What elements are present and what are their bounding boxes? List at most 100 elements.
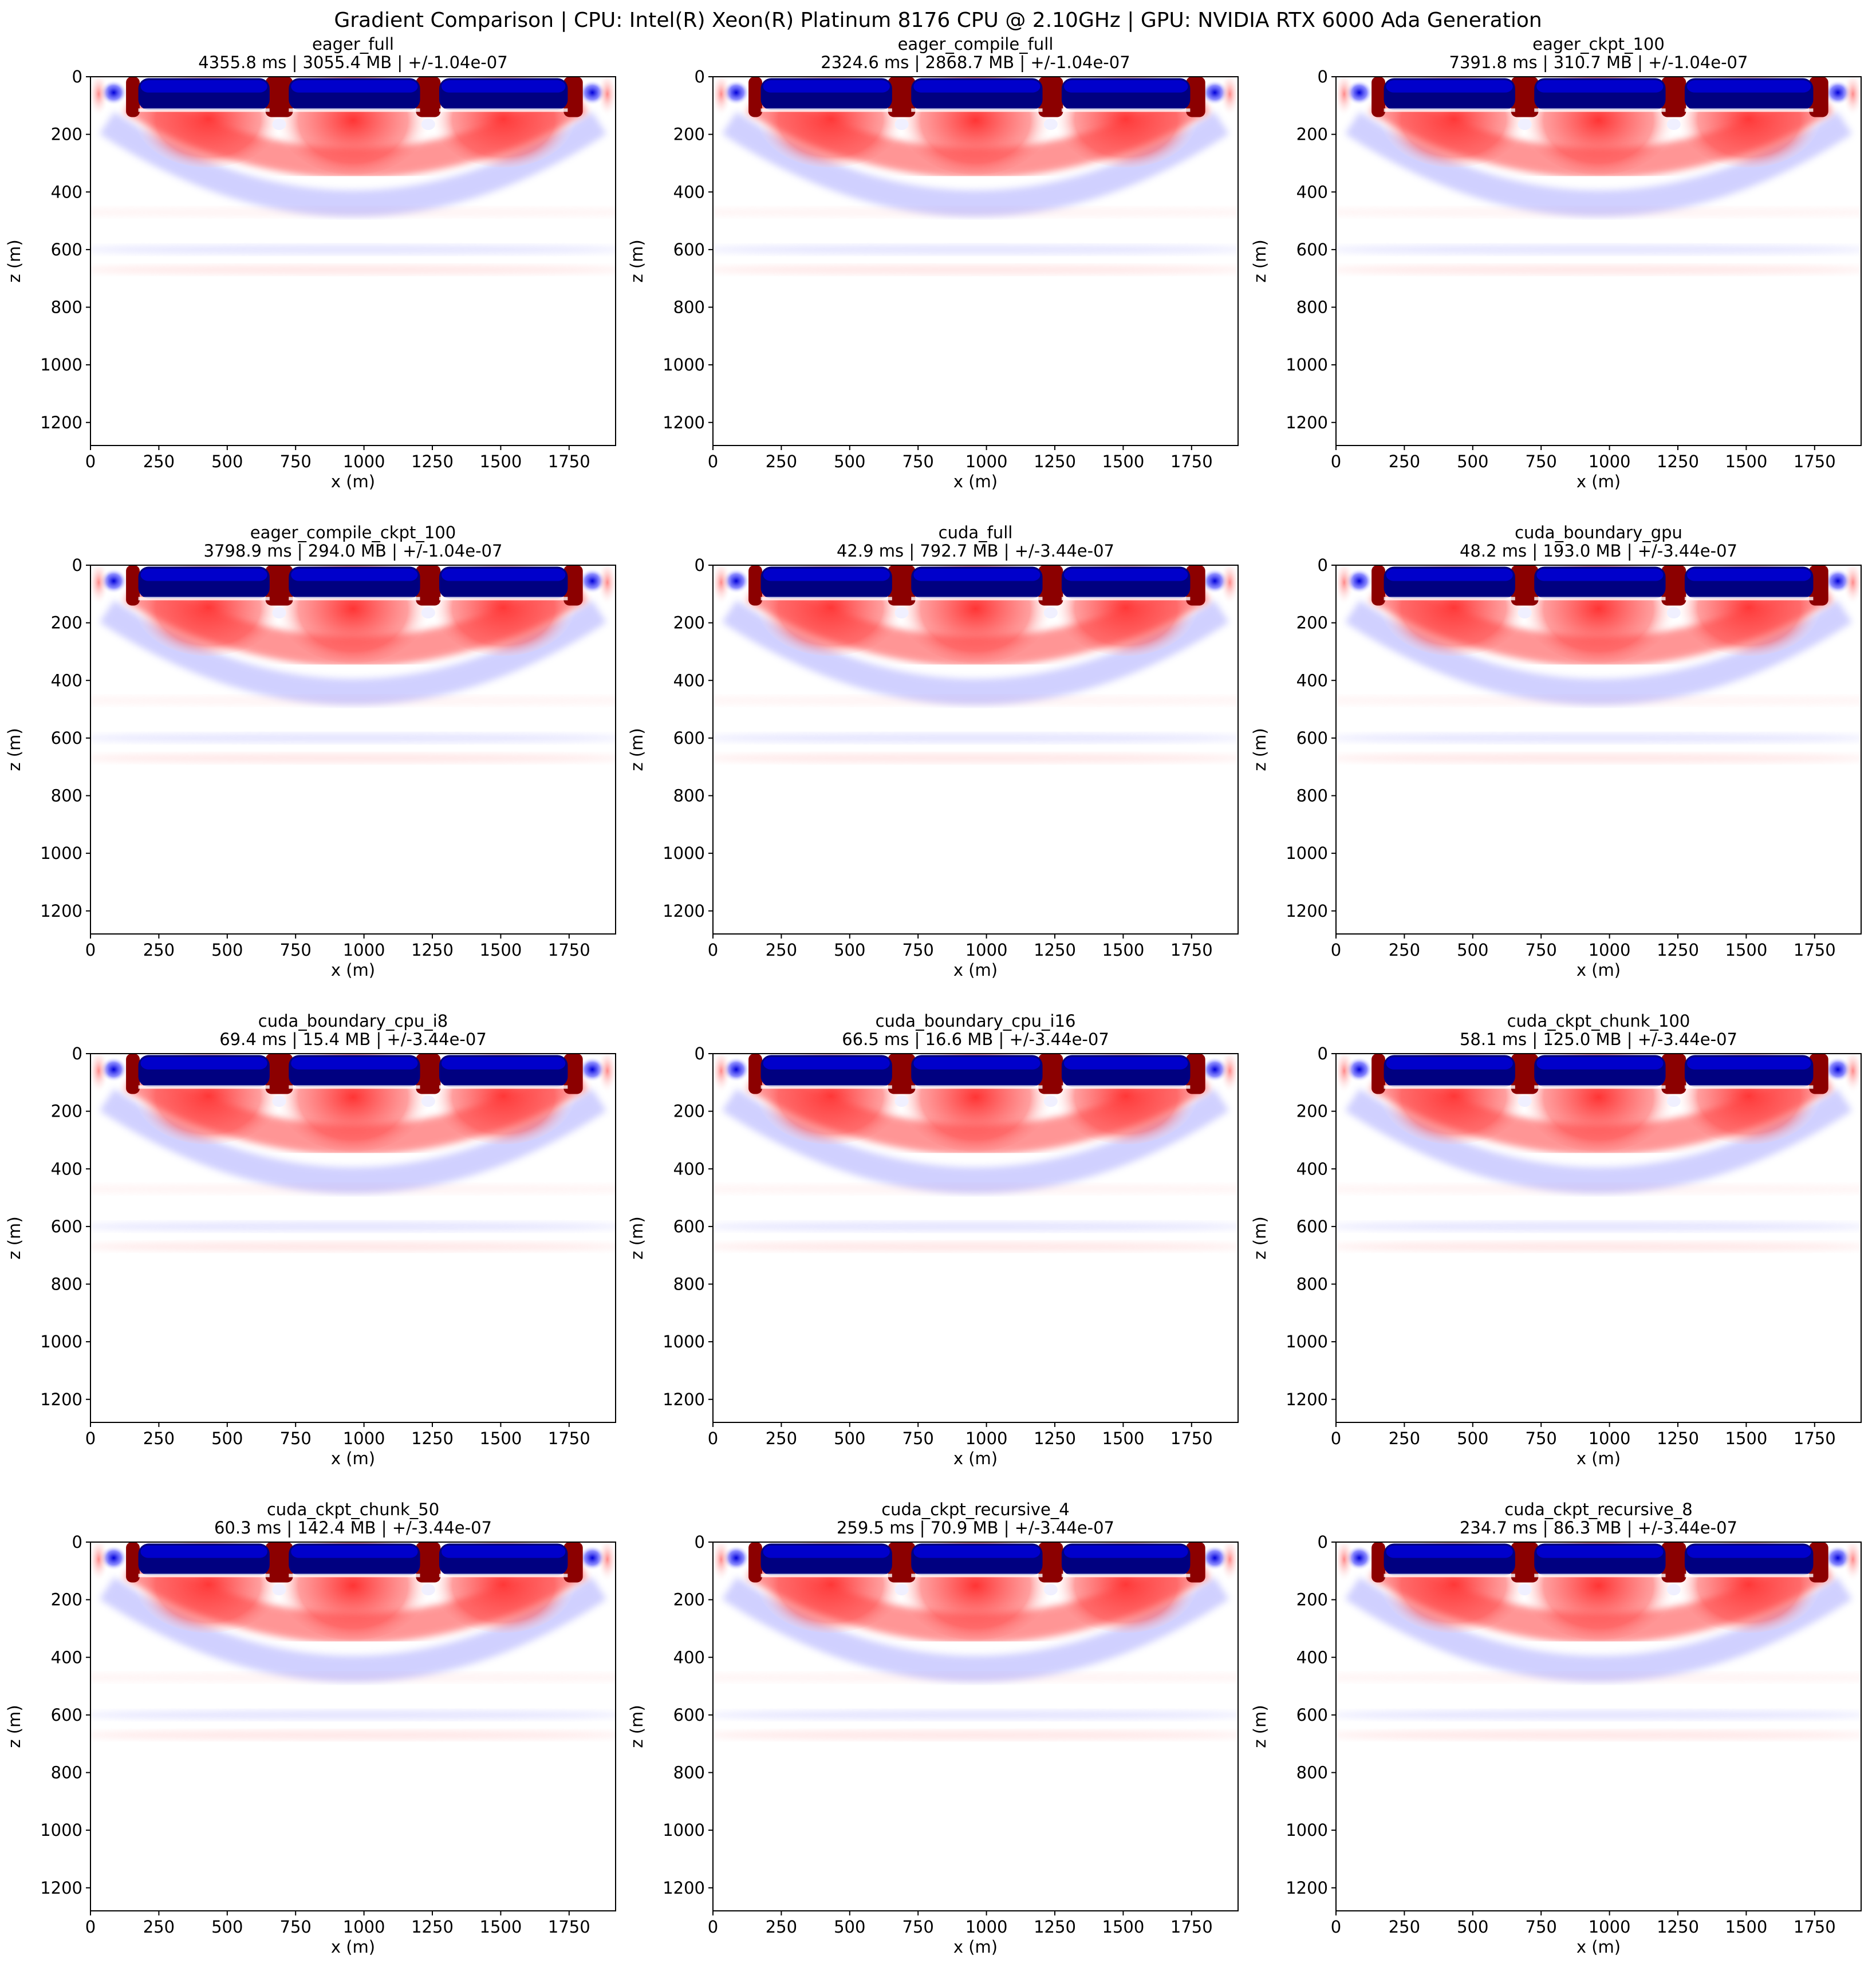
x-tick-label: 250 [1389, 1917, 1420, 1937]
x-tick-label: 1500 [480, 1917, 522, 1937]
x-tick-label: 1500 [1725, 940, 1768, 960]
x-tick-label: 250 [766, 1917, 797, 1937]
y-tick-label: 600 [51, 240, 82, 259]
y-tick-label: 800 [51, 786, 82, 806]
axes-frame [712, 1542, 1239, 1911]
x-tick-label: 1000 [965, 940, 1008, 960]
x-tick-label: 750 [902, 940, 934, 960]
y-tick-label: 1000 [1286, 1820, 1328, 1840]
x-tick-label: 1500 [480, 1429, 522, 1448]
y-tick-label: 400 [1296, 182, 1328, 202]
y-tick-label: 800 [673, 298, 705, 317]
gradient-field [90, 1054, 616, 1422]
x-tick-label: 1000 [1589, 940, 1631, 960]
gradient-field [1336, 77, 1861, 446]
panel-subtitle: 4355.8 ms | 3055.4 MB | +/-1.04e-07 [198, 53, 508, 72]
gradient-field [1336, 1054, 1861, 1422]
x-axis-label: x (m) [1576, 1937, 1621, 1957]
y-tick-label: 0 [1318, 1044, 1328, 1063]
x-tick-label: 1500 [1725, 452, 1768, 471]
x-tick-label: 750 [1526, 1917, 1557, 1937]
y-tick-label: 0 [695, 1044, 705, 1063]
x-axis-label: x (m) [953, 960, 998, 980]
x-tick-label: 1750 [1170, 1429, 1213, 1448]
y-tick-label: 400 [1296, 671, 1328, 690]
y-tick-label: 1200 [40, 1878, 82, 1898]
x-tick-label: 1250 [411, 452, 454, 471]
y-tick-label: 1200 [1286, 1390, 1328, 1409]
x-tick-label: 500 [211, 452, 243, 471]
x-tick-label: 250 [766, 452, 797, 471]
heatmap-panel: 0 250 500 750 1000 1250 1500 1750 0 200 400 600 800 1… [663, 555, 1239, 960]
y-tick-label: 0 [1318, 555, 1328, 575]
x-axis-label: x (m) [330, 960, 376, 980]
x-tick-label: 1000 [343, 940, 385, 960]
x-tick-label: 0 [1331, 452, 1341, 471]
y-tick-label: 800 [1296, 786, 1328, 806]
heatmap-panel: 0 250 500 750 1000 1250 1500 1750 0 200 400 600 800 1… [1286, 67, 1862, 471]
axes-frame [1335, 76, 1862, 446]
y-tick-label: 600 [1296, 728, 1328, 748]
x-axis-label: x (m) [1576, 960, 1621, 980]
panel-subtitle: 234.7 ms | 86.3 MB | +/-3.44e-07 [1459, 1518, 1738, 1538]
panel-title: cuda_ckpt_chunk_50 [266, 1500, 440, 1519]
y-tick-label: 600 [51, 728, 82, 748]
axes-frame [712, 76, 1239, 446]
y-tick-label: 600 [1296, 1217, 1328, 1236]
y-tick-label: 600 [673, 240, 705, 259]
y-axis-label: z (m) [627, 1216, 647, 1260]
panel-title: eager_ckpt_100 [1532, 34, 1665, 54]
x-tick-label: 1250 [1657, 452, 1699, 471]
panel-title: cuda_boundary_cpu_i8 [258, 1011, 448, 1031]
panel-subtitle: 2324.6 ms | 2868.7 MB | +/-1.04e-07 [821, 53, 1130, 72]
y-tick-label: 800 [51, 1275, 82, 1294]
x-tick-label: 1250 [1657, 940, 1699, 960]
y-axis-label: z (m) [1250, 239, 1270, 283]
panel-subtitle: 42.9 ms | 792.7 MB | +/-3.44e-07 [836, 541, 1115, 561]
x-tick-label: 1750 [1170, 940, 1213, 960]
y-tick-label: 0 [72, 1044, 82, 1063]
x-tick-label: 1500 [1102, 940, 1145, 960]
x-tick-label: 1750 [548, 1429, 590, 1448]
x-tick-label: 250 [143, 452, 175, 471]
y-axis-label: z (m) [5, 728, 24, 771]
gradient-field [90, 565, 616, 934]
x-tick-label: 1250 [1034, 1917, 1076, 1937]
y-tick-label: 200 [673, 1590, 705, 1610]
x-tick-label: 1750 [1794, 940, 1836, 960]
y-tick-label: 0 [1318, 1532, 1328, 1552]
x-axis-label: x (m) [330, 1937, 376, 1957]
axes-frame [90, 1542, 616, 1911]
panel-title: eager_compile_full [897, 34, 1054, 54]
x-tick-label: 1500 [480, 940, 522, 960]
x-tick-label: 1750 [1794, 452, 1836, 471]
y-tick-label: 200 [673, 1102, 705, 1121]
x-tick-label: 250 [1389, 452, 1420, 471]
gradient-field [713, 1542, 1238, 1911]
x-axis-label: x (m) [953, 1449, 998, 1468]
y-tick-label: 200 [1296, 613, 1328, 633]
axes-frame [1335, 1053, 1862, 1423]
x-tick-label: 500 [1457, 940, 1488, 960]
x-tick-label: 750 [902, 1917, 934, 1937]
x-tick-label: 0 [1331, 940, 1341, 960]
axes-frame [712, 1053, 1239, 1423]
y-tick-label: 1200 [1286, 1878, 1328, 1898]
heatmap-panel: 0 250 500 750 1000 1250 1500 1750 0 200 400 600 800 1… [40, 1044, 616, 1448]
x-tick-label: 750 [280, 1917, 312, 1937]
x-tick-label: 250 [143, 1429, 175, 1448]
gradient-field [1336, 565, 1861, 934]
y-tick-label: 200 [673, 125, 705, 144]
x-axis-label: x (m) [1576, 1449, 1621, 1468]
y-tick-label: 800 [1296, 1763, 1328, 1783]
x-axis-label: x (m) [330, 472, 376, 491]
x-tick-label: 1250 [1034, 940, 1076, 960]
x-tick-label: 500 [834, 452, 865, 471]
x-tick-label: 0 [708, 940, 718, 960]
axes-frame [1335, 565, 1862, 935]
y-tick-label: 600 [673, 728, 705, 748]
y-tick-label: 0 [72, 67, 82, 86]
x-tick-label: 1250 [1657, 1429, 1699, 1448]
y-tick-label: 800 [673, 1275, 705, 1294]
y-tick-label: 1000 [1286, 1332, 1328, 1351]
